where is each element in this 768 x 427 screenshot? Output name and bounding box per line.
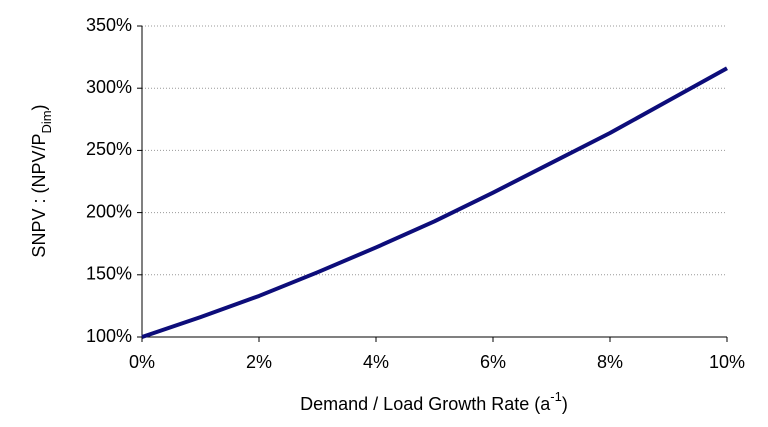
y-axis-label-part: ) — [29, 104, 49, 110]
x-tick-label: 10% — [709, 352, 745, 372]
x-axis-label-superscript: -1 — [550, 389, 562, 404]
x-axis-label: Demand / Load Growth Rate (a-1) — [300, 389, 568, 414]
y-tick-label: 300% — [86, 77, 132, 97]
x-axis-label-part: Demand / Load Growth Rate (a — [300, 394, 551, 414]
x-tick-label: 4% — [363, 352, 389, 372]
y-axis-label: SNPV : (NPV/PDim) — [29, 104, 54, 257]
y-axis-label-subscript: Dim — [39, 110, 54, 133]
y-tick-label: 150% — [86, 264, 132, 284]
y-tick-label: 100% — [86, 326, 132, 346]
x-axis-label-part: ) — [562, 394, 568, 414]
x-tick-label: 0% — [129, 352, 155, 372]
x-tick-label: 2% — [246, 352, 272, 372]
data-line — [141, 66, 728, 339]
y-tick-label: 250% — [86, 139, 132, 159]
y-tick-label: 350% — [86, 15, 132, 35]
x-tick-label: 6% — [480, 352, 506, 372]
x-tick-label: 8% — [597, 352, 623, 372]
y-tick-label: 200% — [86, 201, 132, 221]
y-axis-label-part: SNPV : (NPV/P — [29, 134, 49, 258]
